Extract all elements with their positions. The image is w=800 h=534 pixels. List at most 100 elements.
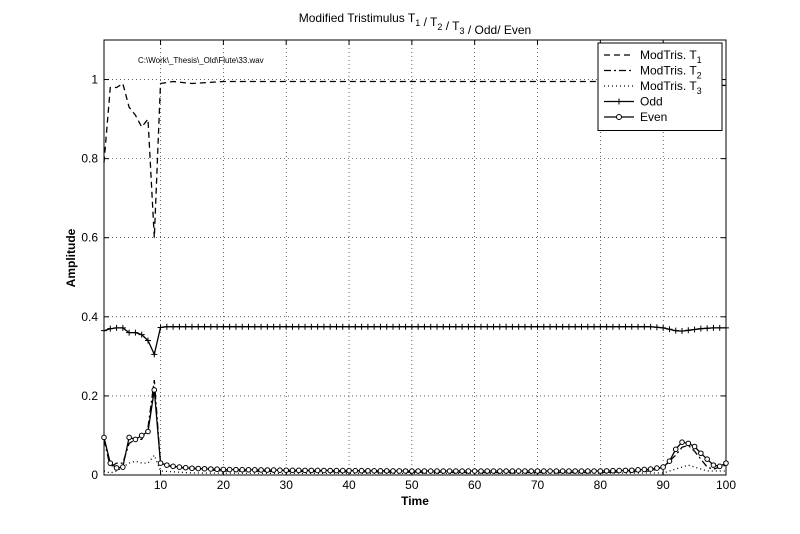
marker-circle-4-62: [484, 468, 491, 474]
marker-plus-3-67: [515, 323, 522, 330]
legend-label-4: Even: [640, 110, 667, 124]
marker-plus-3-88: [647, 323, 654, 330]
marker-plus-3-81: [603, 323, 610, 330]
marker-plus-3-75: [565, 323, 572, 330]
marker-plus-3-63: [490, 323, 497, 330]
marker-plus-3-20: [220, 323, 227, 330]
title-subscript-0: 1: [415, 18, 420, 28]
marker-circle-4-3: [113, 465, 120, 471]
marker-circle-4-33: [302, 467, 308, 474]
marker-plus-3-77: [578, 323, 585, 330]
marker-plus-3-68: [521, 323, 528, 330]
marker-plus-3-4: [119, 324, 126, 331]
marker-circle-4-66: [509, 468, 516, 474]
marker-plus-3-72: [547, 323, 554, 330]
marker-circle-4-21: [226, 466, 233, 473]
marker-circle-4-65: [503, 468, 509, 474]
title-subscript-2: 3: [460, 26, 465, 36]
marker-plus-3-32: [295, 323, 302, 330]
marker-circle-4-23: [239, 466, 246, 473]
marker-circle-4-70: [534, 468, 541, 474]
marker-plus-3-97: [704, 325, 711, 332]
marker-circle-4-29: [277, 467, 283, 473]
marker-plus-3-76: [572, 323, 579, 330]
marker-plus-3-73: [553, 323, 560, 330]
marker-plus-3-50: [408, 323, 415, 330]
marker-plus-3-84: [622, 323, 629, 330]
marker-plus-3-14: [182, 323, 189, 330]
x-tick-label-80: 80: [594, 478, 608, 492]
marker-plus-3-53: [427, 323, 434, 330]
marker-plus-3-45: [377, 323, 384, 330]
x-tick-label-40: 40: [342, 478, 356, 492]
marker-circle-4-45: [377, 468, 384, 474]
marker-plus-3-51: [415, 323, 422, 330]
marker-plus-3-6: [132, 329, 139, 336]
marker-circle-4-86: [635, 467, 641, 473]
marker-circle-4-92: [672, 446, 679, 453]
marker-plus-3-69: [528, 323, 535, 330]
legend-label-sub-2: 3: [697, 86, 702, 96]
marker-plus-3-11: [163, 323, 170, 330]
series-4: [101, 387, 729, 474]
marker-circle-4-61: [478, 468, 484, 474]
marker-plus-3-61: [477, 323, 484, 330]
legend-label-sub-1: 2: [697, 71, 702, 81]
marker-plus-3-89: [653, 324, 660, 331]
marker-plus-3-28: [270, 323, 277, 330]
marker-circle-4-88: [647, 466, 654, 472]
marker-circle-4-22: [233, 466, 239, 473]
marker-plus-3-47: [390, 323, 397, 330]
marker-plus-3-93: [679, 328, 686, 335]
legend-marker-4: [616, 114, 622, 120]
marker-circle-4-76: [572, 468, 579, 474]
marker-circle-4-43: [365, 467, 371, 474]
marker-plus-3-10: [157, 324, 164, 331]
marker-circle-4-74: [559, 468, 566, 474]
axis-ticks: 10 20 30 40 50 60 70 80 90 100 0 0.2 0.4 0.6 0.8 1: [81, 40, 736, 492]
marker-circle-4-96: [698, 450, 704, 457]
marker-circle-4-1: [101, 434, 107, 441]
marker-plus-3-100: [723, 324, 729, 331]
marker-plus-3-55: [440, 323, 447, 330]
marker-circle-4-93: [679, 439, 685, 445]
marker-plus-3-86: [635, 323, 642, 330]
marker-plus-3-54: [433, 323, 440, 330]
series-line-4: [103, 389, 727, 472]
marker-circle-4-30: [283, 467, 290, 474]
marker-plus-3-58: [459, 323, 466, 330]
marker-circle-4-56: [446, 468, 453, 474]
marker-circle-4-40: [346, 467, 352, 474]
marker-plus-3-44: [371, 323, 378, 330]
marker-plus-3-27: [264, 323, 271, 330]
marker-plus-3-36: [320, 323, 327, 330]
legend-marker-3: [616, 98, 622, 105]
marker-plus-3-17: [201, 323, 208, 330]
marker-circle-4-37: [327, 467, 333, 474]
y-tick-label-2: 0.4: [81, 310, 98, 324]
marker-plus-3-34: [308, 323, 315, 330]
x-axis-label: Time: [401, 494, 429, 508]
marker-circle-4-83: [616, 467, 622, 474]
marker-circle-4-19: [214, 466, 220, 473]
marker-plus-3-48: [396, 323, 403, 330]
marker-plus-3-30: [283, 323, 290, 330]
series-3: [101, 323, 729, 358]
marker-plus-3-15: [188, 323, 195, 330]
title-part-0: Modified Tristimulus T: [299, 11, 416, 25]
marker-circle-4-91: [666, 458, 673, 464]
marker-circle-4-38: [333, 467, 340, 474]
marker-circle-4-26: [258, 467, 264, 473]
marker-circle-4-77: [578, 468, 585, 474]
marker-plus-3-38: [333, 323, 340, 330]
marker-circle-4-52: [421, 468, 428, 474]
x-tick-label-100: 100: [716, 478, 736, 492]
marker-circle-4-57: [453, 468, 459, 474]
marker-plus-3-18: [207, 323, 214, 330]
marker-plus-3-56: [446, 323, 453, 330]
marker-circle-4-47: [390, 468, 396, 474]
marker-circle-4-82: [610, 467, 616, 474]
legend-label-text-2: ModTris. T: [640, 79, 697, 93]
